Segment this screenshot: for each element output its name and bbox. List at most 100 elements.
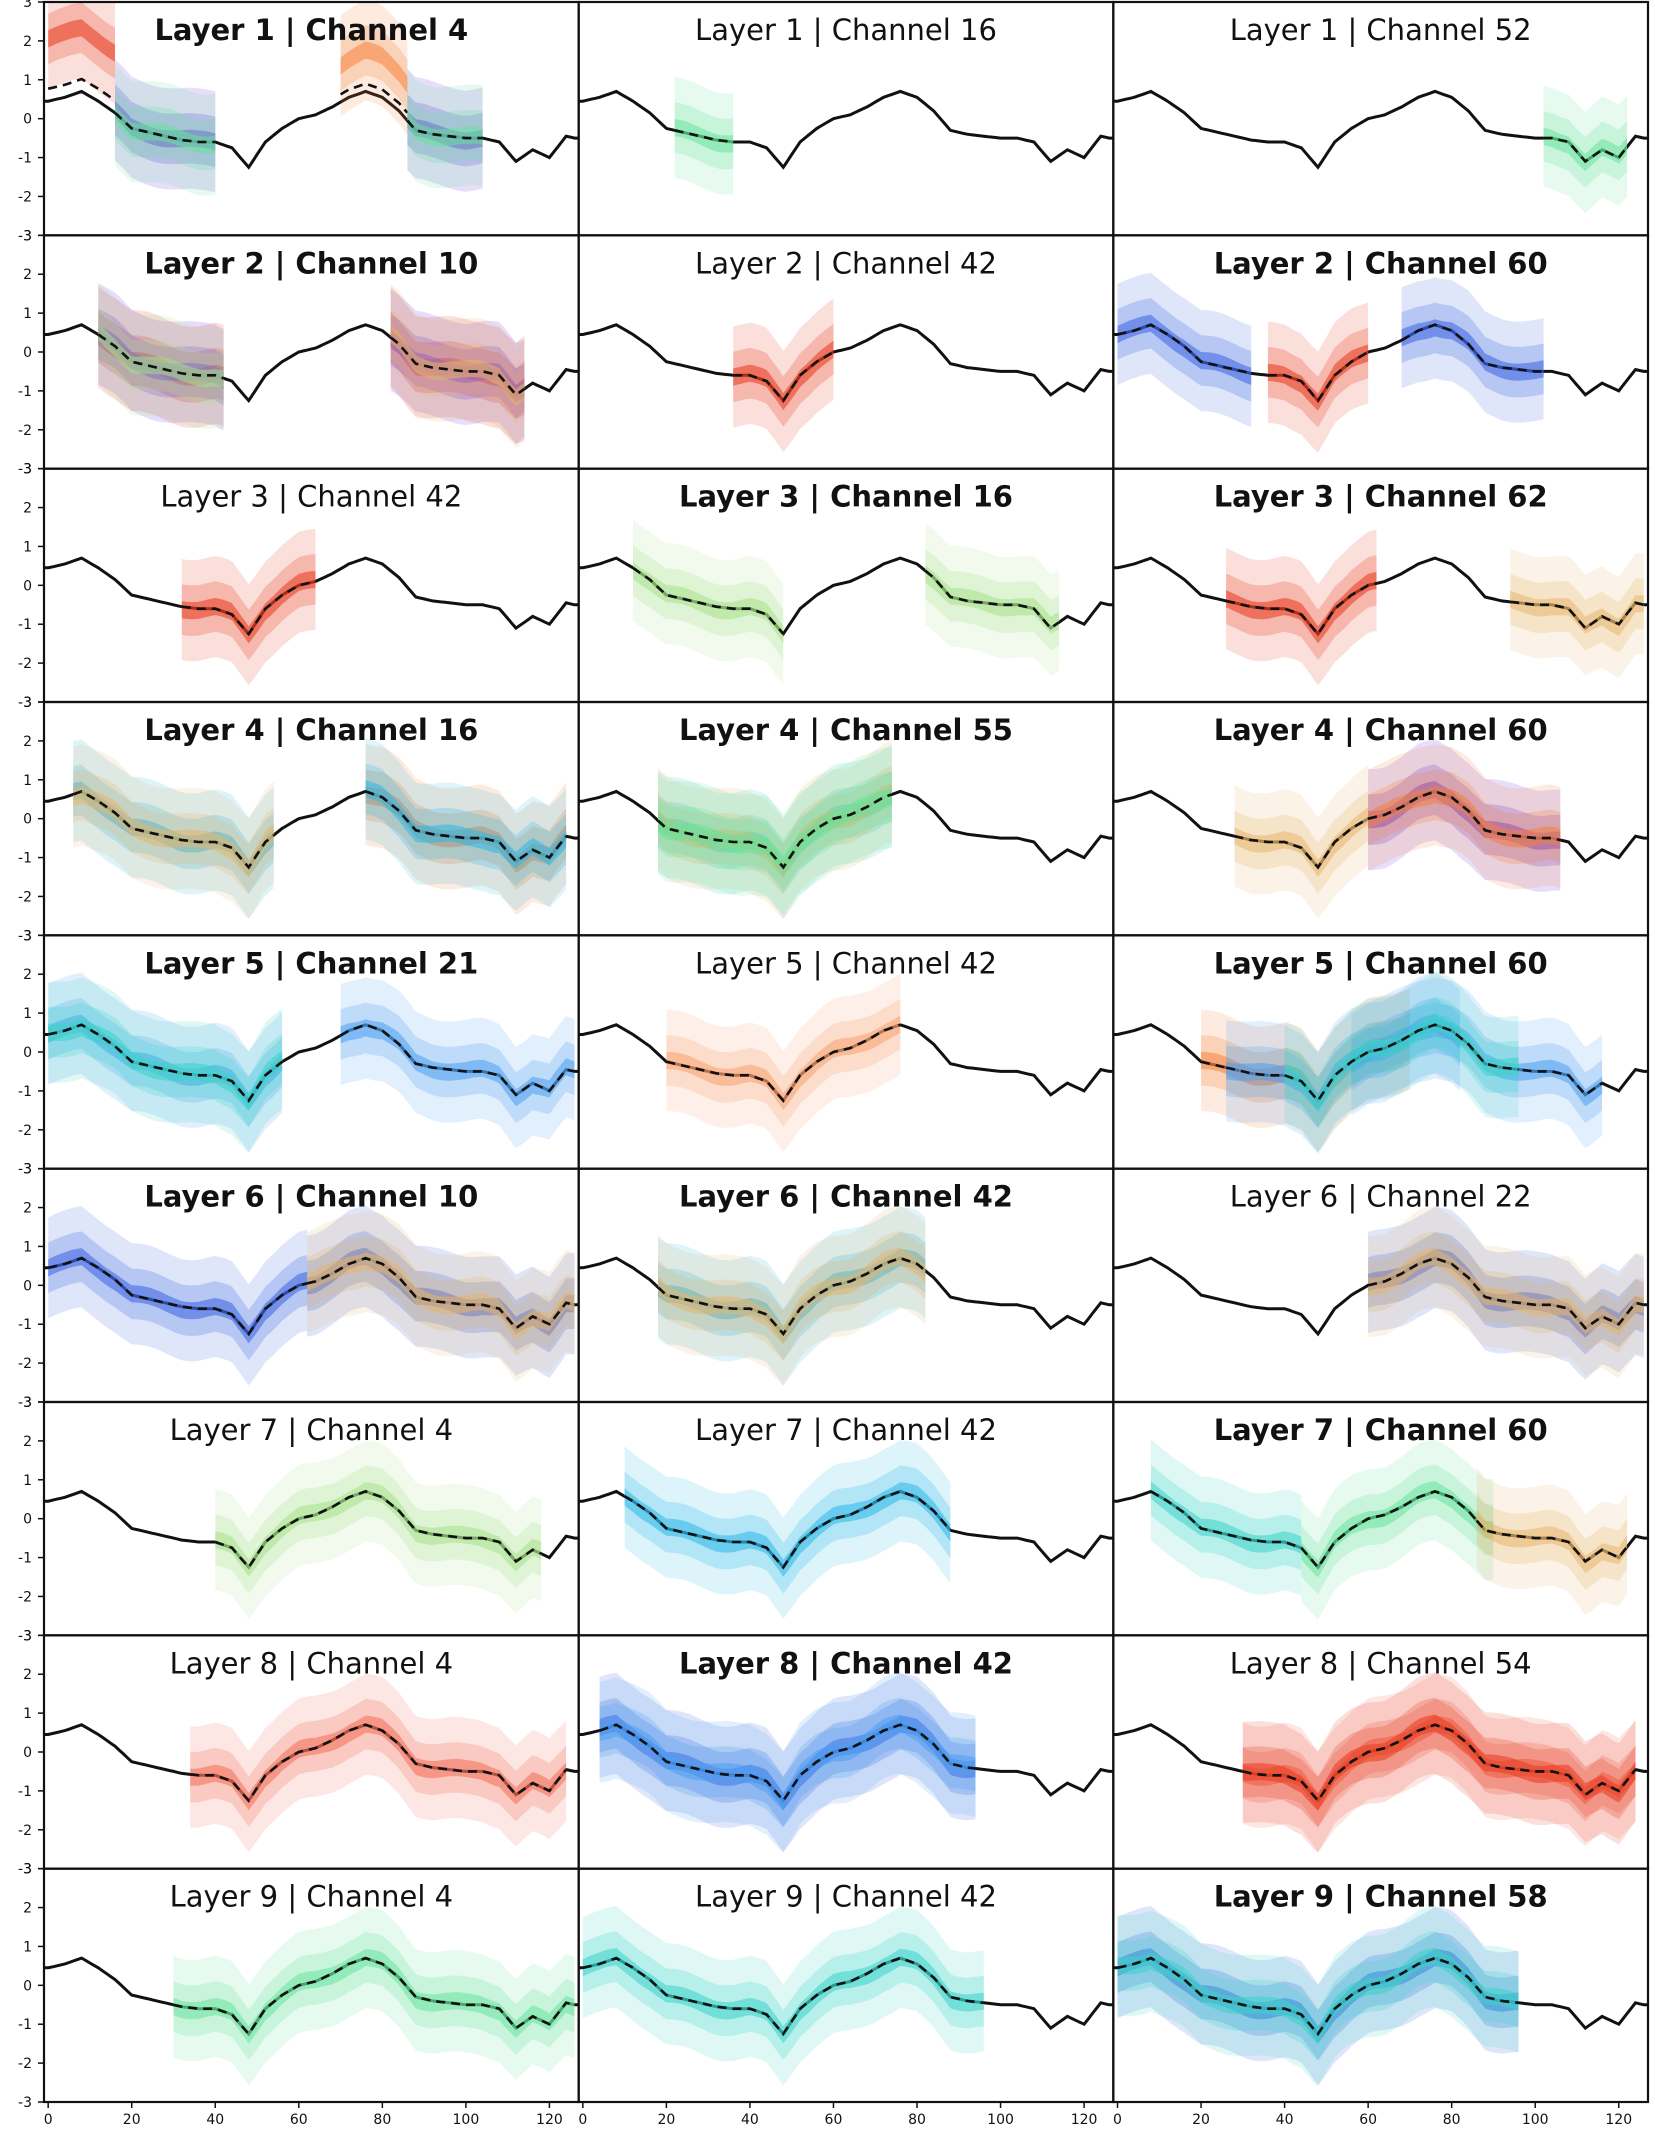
- confidence-band: [733, 323, 834, 427]
- confidence-band: [1301, 1439, 1494, 1620]
- confidence-band: [674, 119, 734, 153]
- panel: Layer 2 | Channel 10 -3 -2 -1 0 1 2 3: [18, 228, 580, 478]
- confidence-band: [658, 771, 892, 890]
- confidence-band: [1301, 1481, 1494, 1578]
- x-tick-label: 20: [657, 2112, 675, 2128]
- confidence-band: [340, 41, 408, 94]
- confidence-band: [1242, 1673, 1636, 1853]
- panel-title: Layer 3 | Channel 62: [1214, 480, 1548, 514]
- y-tick-label: 0: [23, 1978, 32, 1994]
- confidence-band: [1267, 302, 1369, 453]
- segment-dashed-line: [632, 566, 785, 635]
- x-tick-label: 120: [536, 2112, 563, 2128]
- confidence-band: [1117, 1948, 1519, 2044]
- confidence-band: [658, 1231, 926, 1361]
- plot-area: [578, 973, 1114, 1153]
- panel-title: Layer 6 | Channel 10: [144, 1180, 478, 1214]
- confidence-band: [582, 1906, 984, 2086]
- confidence-band: [1242, 1672, 1636, 1853]
- y-tick-label: -3: [18, 228, 32, 244]
- y-tick-label: -1: [18, 384, 32, 400]
- confidence-band: [733, 298, 834, 453]
- plot-area: [578, 519, 1114, 686]
- plot-area: [578, 1205, 1114, 1386]
- y-tick-label: 0: [23, 112, 32, 128]
- y-tick-label: 3: [23, 1395, 32, 1411]
- base-signal-line: [578, 89, 1114, 170]
- plot-area: [44, 1906, 579, 2086]
- panel-title: Layer 9 | Channel 4: [170, 1880, 453, 1914]
- confidence-band: [340, 2, 408, 136]
- panel-title: Layer 2 | Channel 42: [695, 246, 997, 280]
- panel-title: Layer 7 | Channel 4: [170, 1413, 453, 1447]
- segment-dashed-line: [214, 1490, 542, 1570]
- confidence-band: [190, 1715, 567, 1811]
- y-tick-label: 3: [23, 1162, 32, 1178]
- y-tick-label: 2: [23, 967, 32, 983]
- confidence-band: [599, 1714, 976, 1811]
- panel: Layer 1 | Channel 4 -3 -2 -1 0 1 2 3: [18, 0, 580, 244]
- confidence-band: [407, 68, 483, 189]
- y-tick-label: -1: [18, 2017, 32, 2033]
- confidence-band: [181, 571, 316, 644]
- segment-dashed-line: [733, 350, 835, 403]
- x-tick-label: 40: [741, 2112, 759, 2128]
- plot-area: [578, 77, 1114, 195]
- y-tick-label: 2: [23, 1201, 32, 1217]
- confidence-band: [1226, 571, 1377, 644]
- panel-title: Layer 1 | Channel 16: [695, 13, 997, 47]
- y-tick-label: -2: [18, 1123, 32, 1139]
- panel: Layer 7 | Channel 60: [1112, 1400, 1650, 1637]
- y-tick-label: -3: [18, 1395, 32, 1411]
- x-tick-label: 80: [373, 2112, 391, 2128]
- x-tick-label: 120: [1605, 2112, 1632, 2128]
- confidence-band: [1201, 987, 1410, 1153]
- panel-frame: [1112, 1867, 1650, 2104]
- confidence-band: [599, 1672, 976, 1853]
- segment-dashed-line: [406, 119, 483, 140]
- panel: Layer 2 | Channel 42: [577, 234, 1115, 470]
- confidence-band: [307, 1210, 575, 1382]
- confidence-band: [633, 561, 784, 644]
- y-tick-label: -2: [18, 2056, 32, 2072]
- x-tick-label: 60: [1359, 2112, 1377, 2128]
- plot-area: [1113, 739, 1648, 919]
- panel-title: Layer 6 | Channel 42: [679, 1180, 1013, 1214]
- segment-dashed-line: [1117, 323, 1252, 375]
- confidence-band: [1117, 314, 1252, 385]
- panel: Layer 5 | Channel 42: [577, 934, 1115, 1170]
- x-tick-label: 40: [1276, 2112, 1294, 2128]
- segment-dashed-line: [72, 789, 275, 870]
- confidence-band: [666, 998, 901, 1127]
- panel: Layer 4 | Channel 55: [577, 700, 1115, 937]
- plot-area: [578, 1440, 1114, 1619]
- y-tick-label: -3: [18, 1162, 32, 1178]
- panel: Layer 7 | Channel 4 -3 -2 -1 0 1 2 3: [18, 1395, 580, 1644]
- y-tick-label: 0: [23, 1045, 32, 1061]
- y-tick-label: 3: [23, 228, 32, 244]
- y-tick-label: -3: [18, 1628, 32, 1644]
- segment-dashed-line: [657, 1256, 927, 1337]
- y-tick-label: 0: [23, 1512, 32, 1528]
- segment-dashed-line: [365, 790, 568, 864]
- panel: Layer 8 | Channel 4 -3 -2 -1 0 1 2 3: [18, 1628, 580, 1878]
- y-tick-label: -3: [18, 695, 32, 711]
- y-tick-label: 1: [23, 1473, 32, 1489]
- confidence-band: [73, 739, 274, 919]
- confidence-band: [1284, 971, 1519, 1154]
- panel: Layer 5 | Channel 21 -3 -2 -1 0 1 2 3: [18, 928, 580, 1178]
- plot-area: [1113, 529, 1648, 686]
- confidence-band: [1150, 1481, 1302, 1554]
- plot-area: [44, 2, 579, 196]
- panel: Layer 7 | Channel 42: [577, 1400, 1115, 1637]
- base-signal-line: [578, 323, 1114, 404]
- panel: Layer 4 | Channel 16 -3 -2 -1 0 1 2 3: [18, 695, 580, 944]
- panel: Layer 1 | Channel 52: [1112, 0, 1650, 237]
- plot-area: [1113, 1205, 1648, 1380]
- plot-area: [578, 1906, 1114, 2086]
- panel: Layer 6 | Channel 10 -3 -2 -1 0 1 2 3: [18, 1162, 580, 1411]
- y-tick-label: -2: [18, 1589, 32, 1605]
- confidence-band: [48, 2, 116, 79]
- segment-dashed-line: [339, 82, 409, 114]
- plot-area: [1113, 1672, 1648, 1853]
